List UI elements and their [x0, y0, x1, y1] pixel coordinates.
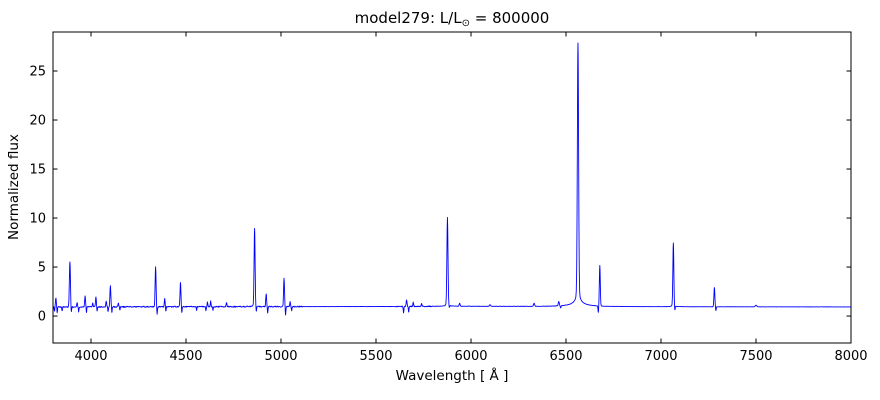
- x-tick-label: 5500: [359, 349, 392, 364]
- axis-tick-labels: 4000 4500 5000 5500 6000 6500 7000 7500 8000 0 5 10…: [29, 65, 867, 364]
- y-tick-label: 20: [29, 114, 46, 129]
- y-axis-label: Normalized flux: [6, 134, 22, 240]
- plot-title-prefix: model279: L/L: [355, 9, 463, 27]
- x-tick-label: 7500: [739, 349, 772, 364]
- axis-ticks: [53, 32, 852, 343]
- x-tick-label: 8000: [834, 349, 867, 364]
- y-tick-label: 0: [38, 310, 46, 325]
- x-tick-label: 6000: [454, 349, 487, 364]
- y-tick-label: 5: [38, 261, 46, 276]
- x-tick-label: 6500: [549, 349, 582, 364]
- x-tick-label: 5000: [264, 349, 297, 364]
- x-axis-label: Wavelength [ Å ]: [396, 367, 509, 384]
- x-tick-label: 4500: [169, 349, 202, 364]
- sun-symbol-subscript: ⊙: [462, 18, 470, 29]
- x-tick-label: 4000: [74, 349, 107, 364]
- plot-title-suffix: = 800000: [470, 9, 549, 27]
- y-tick-label: 15: [29, 163, 46, 178]
- plot-title: model279: L/L⊙ = 800000: [355, 9, 550, 29]
- x-tick-label: 7000: [644, 349, 677, 364]
- axes-frame: [52, 31, 852, 344]
- spectrum-line: [53, 42, 851, 316]
- y-tick-label: 25: [29, 65, 46, 80]
- y-tick-label: 10: [29, 212, 46, 227]
